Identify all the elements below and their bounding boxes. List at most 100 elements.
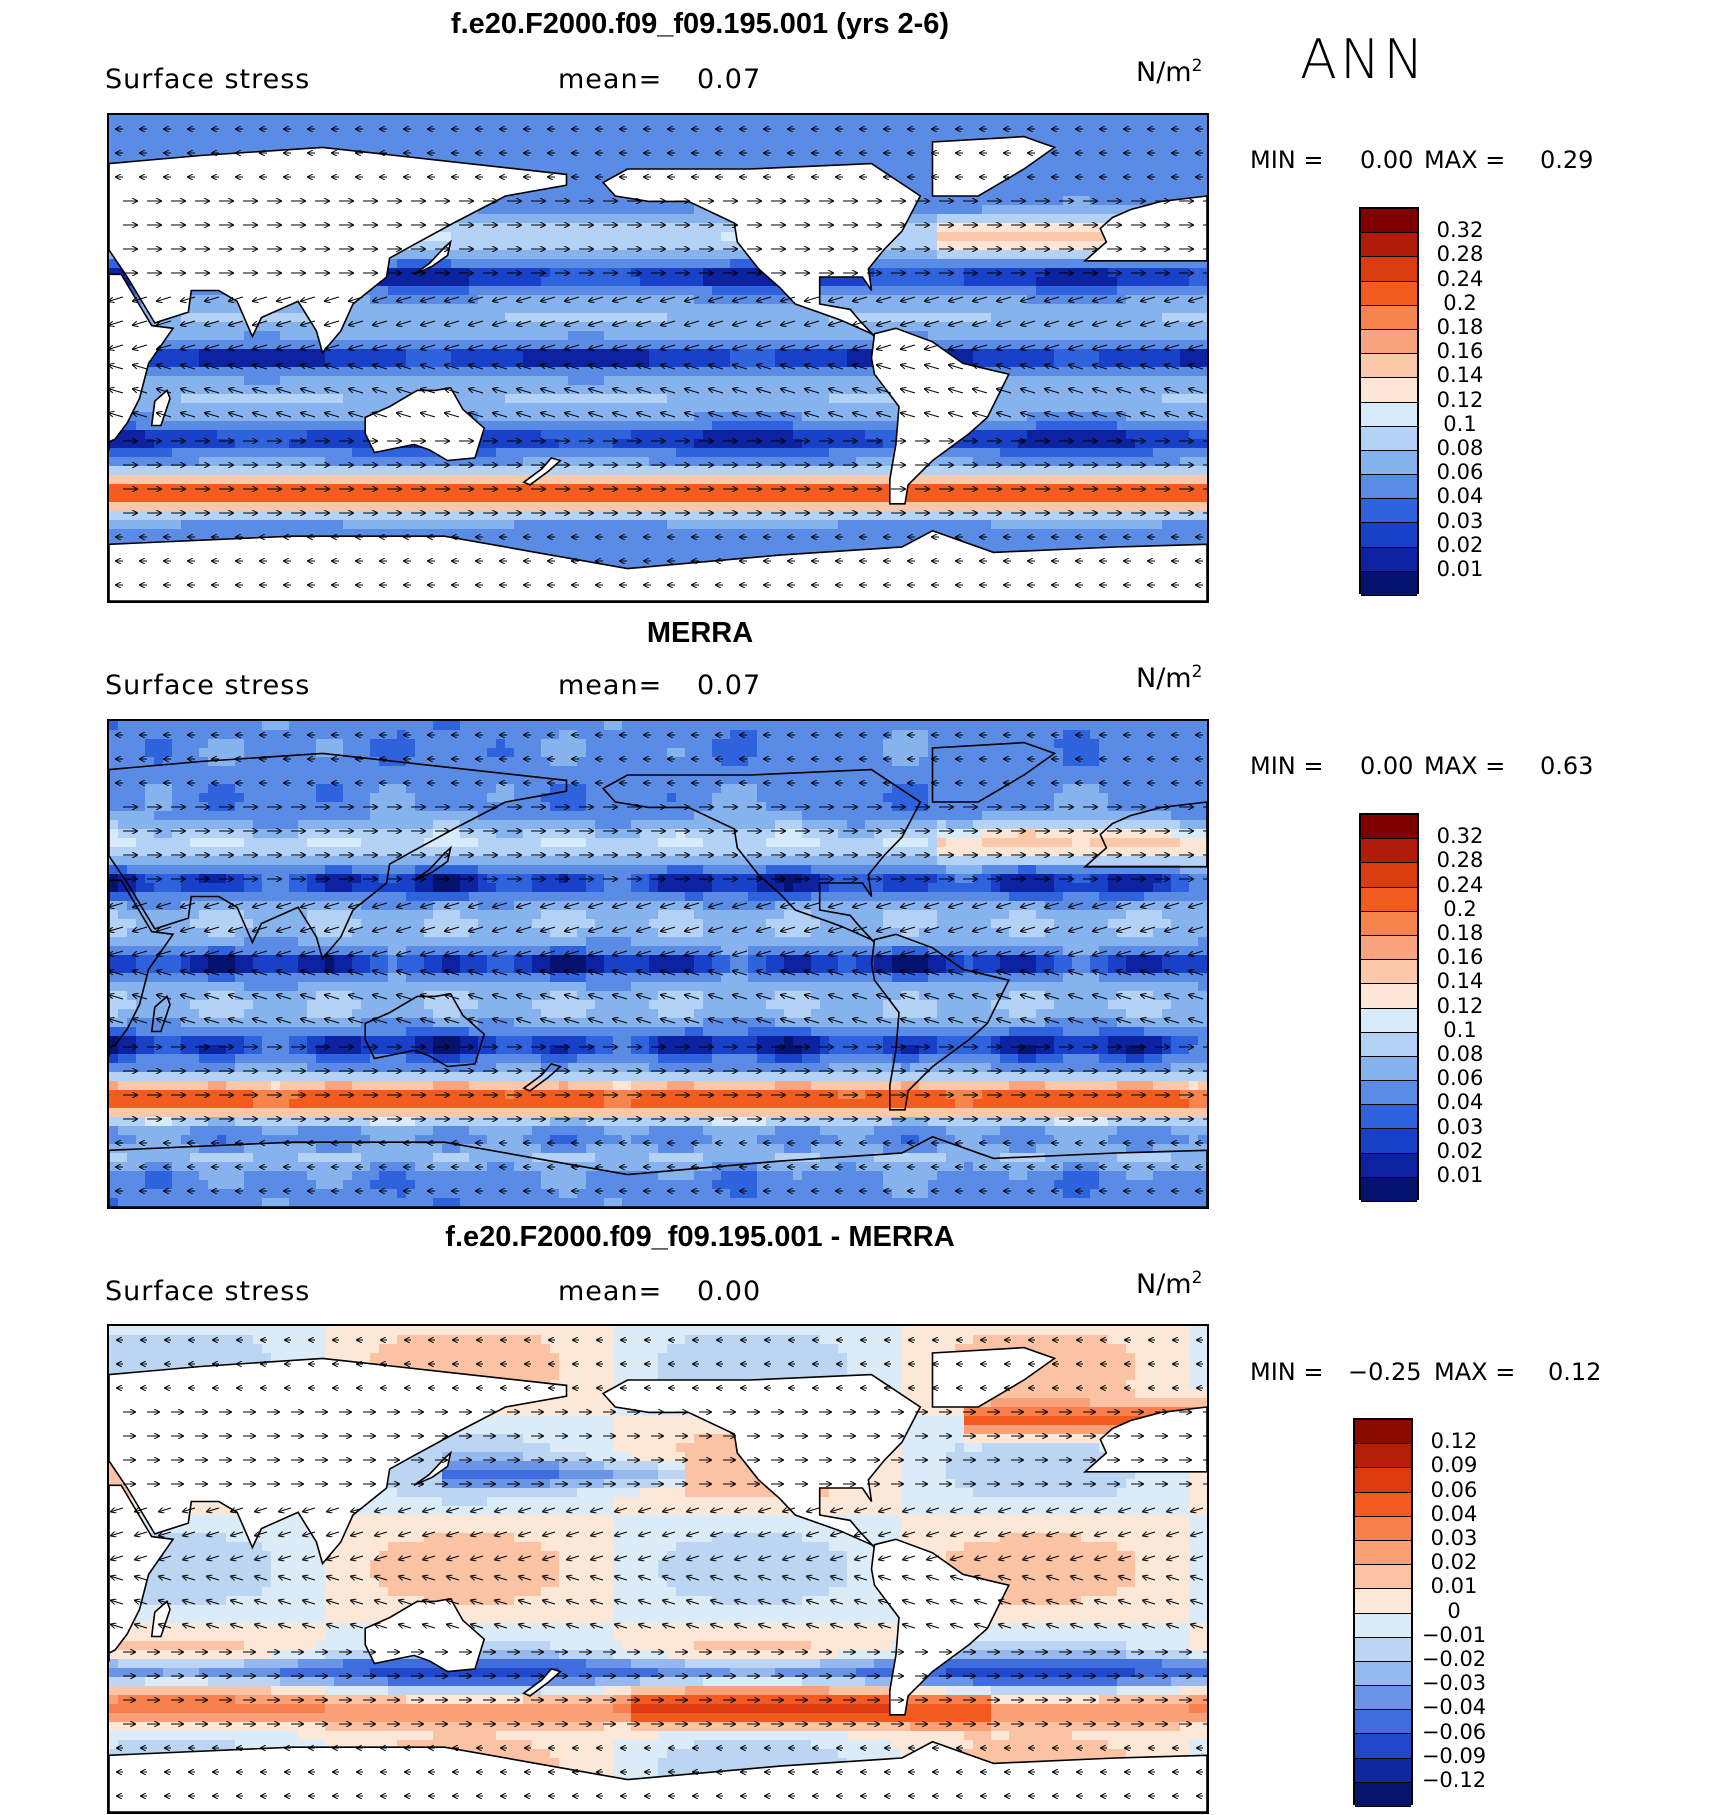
colorbar-tick-label: −0.09 (1419, 1744, 1489, 1768)
colorbar-tick-label: 0.14 (1425, 969, 1495, 993)
colorbar-swatch (1361, 209, 1417, 234)
max-label: MAX = (1424, 752, 1505, 780)
colorbar-swatch (1355, 1782, 1411, 1807)
colorbar-swatch (1361, 305, 1417, 330)
colorbar-tick-label: 0.08 (1425, 436, 1495, 460)
colorbar-swatch (1361, 839, 1417, 864)
colorbar-tick-label: 0 (1419, 1599, 1489, 1623)
mean-label: mean= (558, 64, 662, 95)
max-label: MAX = (1424, 146, 1505, 174)
map-obs (107, 719, 1209, 1209)
colorbar-tick-label: 0.06 (1425, 460, 1495, 484)
colorbar-swatch (1361, 475, 1417, 500)
colorbar-model (1359, 207, 1419, 596)
colorbar-tick-label: 0.2 (1425, 897, 1495, 921)
colorbar-tick-label: 0.08 (1425, 1042, 1495, 1066)
colorbar-tick-label: 0.28 (1425, 242, 1495, 266)
colorbar-swatch (1361, 984, 1417, 1009)
colorbar-tick-label: 0.02 (1425, 533, 1495, 557)
colorbar-swatch (1361, 1032, 1417, 1057)
colorbar-tick-label: 0.01 (1425, 1163, 1495, 1187)
colorbar-tick-label: 0.02 (1425, 1139, 1495, 1163)
colorbar-tick-label: 0.12 (1425, 388, 1495, 412)
colorbar-swatch (1361, 1008, 1417, 1033)
colorbar-swatch (1361, 523, 1417, 548)
colorbar-swatch (1361, 1153, 1417, 1178)
mean-label: mean= (558, 670, 662, 701)
colorbar-tick-label: 0.02 (1419, 1550, 1489, 1574)
colorbar-swatch (1361, 911, 1417, 936)
colorbar-tick-label: 0.16 (1425, 339, 1495, 363)
max-value: 0.29 (1540, 146, 1593, 174)
map-canvas (109, 721, 1207, 1207)
panel-title: f.e20.F2000.f09_f09.195.001 - MERRA (0, 1221, 1400, 1254)
colorbar-tick-label: 0.18 (1425, 921, 1495, 945)
map-canvas (109, 1326, 1207, 1812)
max-value: 0.63 (1540, 752, 1593, 780)
colorbar-swatch (1355, 1613, 1411, 1638)
colorbar-swatch (1355, 1516, 1411, 1541)
colorbar-tick-label: 0.24 (1425, 267, 1495, 291)
coastlines (109, 741, 1207, 1207)
colorbar-swatch (1361, 863, 1417, 888)
stress-vectors (109, 129, 1207, 585)
coastlines (109, 1346, 1207, 1812)
colorbar-tick-label: 0.06 (1419, 1478, 1489, 1502)
colorbar-tick-label: 0.04 (1425, 484, 1495, 508)
colorbar-tick-label: 0.24 (1425, 873, 1495, 897)
colorbar-tick-label: 0.01 (1425, 557, 1495, 581)
colorbar-swatch (1361, 547, 1417, 572)
colorbar-swatch (1355, 1686, 1411, 1711)
min-value: 0.00 (1360, 146, 1413, 174)
min-label: MIN = (1250, 146, 1323, 174)
min-label: MIN = (1250, 752, 1323, 780)
min-value: 0.00 (1360, 752, 1413, 780)
colorbar-swatch (1361, 499, 1417, 524)
colorbar-swatch (1361, 1177, 1417, 1202)
colorbar-tick-label: −0.12 (1419, 1768, 1489, 1792)
colorbar-tick-label: 0.14 (1425, 363, 1495, 387)
min-label: MIN = (1250, 1358, 1323, 1386)
max-value: 0.12 (1548, 1358, 1601, 1386)
map-canvas (109, 115, 1207, 601)
colorbar-swatch (1355, 1734, 1411, 1759)
colorbar-swatch (1361, 960, 1417, 985)
colorbar-tick-label: 0.03 (1425, 1115, 1495, 1139)
max-label: MAX = (1434, 1358, 1515, 1386)
colorbar-tick-label: 0.2 (1425, 291, 1495, 315)
colorbar-tick-label: 0.16 (1425, 945, 1495, 969)
colorbar-swatch (1355, 1637, 1411, 1662)
colorbar-swatch (1355, 1444, 1411, 1469)
colorbar-swatch (1355, 1420, 1411, 1445)
colorbar-tick-label: −0.04 (1419, 1695, 1489, 1719)
colorbar-tick-label: 0.32 (1425, 824, 1495, 848)
colorbar-swatch (1361, 1105, 1417, 1130)
colorbar-swatch (1361, 1056, 1417, 1082)
colorbar-tick-label: 0.18 (1425, 315, 1495, 339)
colorbar-swatch (1355, 1758, 1411, 1783)
colorbar-tick-label: 0.01 (1419, 1574, 1489, 1598)
colorbar-tick-label: 0.03 (1425, 509, 1495, 533)
colorbar-swatch (1361, 354, 1417, 379)
shaded-field (109, 721, 1207, 1207)
variable-label: Surface stress (105, 670, 310, 701)
colorbar-swatch (1361, 1081, 1417, 1106)
colorbar-swatch (1361, 281, 1417, 306)
mean-label: mean= (558, 1276, 662, 1307)
map-diff (107, 1324, 1209, 1814)
stress-vectors (109, 735, 1207, 1191)
colorbar-swatch (1361, 426, 1417, 451)
colorbar-swatch (1361, 887, 1417, 912)
colorbar-tick-label: 0.03 (1419, 1526, 1489, 1550)
colorbar-swatch (1361, 1129, 1417, 1154)
colorbar-tick-label: 0.09 (1419, 1453, 1489, 1477)
colorbar-obs (1359, 813, 1419, 1202)
units-label: N/m2 (1136, 1268, 1202, 1300)
colorbar-swatch (1355, 1565, 1411, 1590)
colorbar-tick-label: 0.32 (1425, 218, 1495, 242)
colorbar-swatch (1355, 1661, 1411, 1687)
colorbar-swatch (1361, 378, 1417, 403)
colorbar-swatch (1355, 1540, 1411, 1566)
colorbar-swatch (1361, 257, 1417, 282)
colorbar-tick-label: −0.01 (1419, 1623, 1489, 1647)
